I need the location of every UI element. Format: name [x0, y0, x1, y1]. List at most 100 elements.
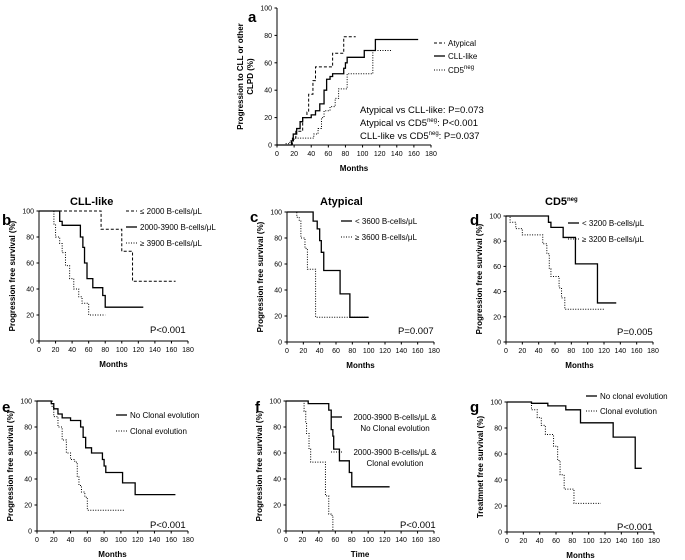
x-tick-label: 20 [299, 348, 307, 355]
x-tick-label: 100 [582, 348, 594, 355]
panel-title: CLL-like [70, 196, 113, 208]
x-axis-label: Months [346, 361, 375, 370]
y-tick-label: 20 [273, 503, 281, 510]
y-axis-label: Treatmnet free survival (%) [476, 416, 485, 519]
x-tick-label: 40 [307, 151, 315, 158]
y-tick-label: 0 [268, 143, 272, 150]
x-tick-label: 160 [412, 348, 424, 355]
y-axis-label: CLPD (%) [246, 58, 255, 95]
y-tick-label: 100 [22, 209, 34, 216]
x-tick-label: 40 [536, 538, 544, 545]
y-tick-label: 20 [494, 504, 502, 511]
x-tick-label: 160 [408, 151, 420, 158]
y-axis-label: Progression free survival (%) [256, 221, 265, 332]
x-tick-label: 180 [647, 348, 659, 355]
x-tick-label: 120 [379, 537, 391, 544]
legend-label: No Clonal evolution [130, 411, 199, 420]
x-tick-label: 160 [165, 537, 177, 544]
panel-letter: a [248, 9, 257, 26]
legend-label: No Clonal evolution [360, 424, 429, 433]
series-0-curve [37, 400, 176, 496]
p-value-annotation: P=0.005 [617, 327, 653, 338]
x-tick-label: 180 [425, 151, 437, 158]
y-tick-label: 60 [274, 262, 282, 269]
series-0-curve [286, 400, 390, 488]
x-tick-label: 60 [85, 347, 93, 354]
y-axis-label: Progression to CLL or other [236, 23, 245, 130]
panel-letter: d [470, 212, 479, 229]
series-1-curve [277, 38, 419, 146]
x-tick-label: 180 [182, 537, 194, 544]
panel-title: Atypical [320, 196, 363, 208]
x-tick-label: 180 [428, 348, 440, 355]
y-tick-label: 40 [264, 88, 272, 95]
series-0-curve [506, 215, 617, 304]
x-tick-label: 20 [299, 537, 307, 544]
x-tick-label: 0 [275, 151, 279, 158]
x-tick-label: 40 [68, 347, 76, 354]
legend-label: CD5neg [448, 65, 474, 75]
panel-letter: c [250, 209, 258, 226]
p-value-annotation: P<0.001 [617, 522, 653, 533]
x-tick-label: 20 [518, 348, 526, 355]
series-1-curve [507, 401, 601, 504]
y-axis-label: Progression free survival (%) [6, 410, 15, 521]
x-tick-label: 140 [395, 348, 407, 355]
y-axis-label: Progression free survival (%) [475, 223, 484, 334]
y-tick-label: 40 [24, 477, 32, 484]
x-tick-label: 180 [648, 538, 660, 545]
x-axis-label: Months [566, 551, 595, 560]
x-axis-label: Time [351, 550, 370, 559]
x-tick-label: 0 [284, 537, 288, 544]
series-1-curve [39, 210, 144, 308]
x-tick-label: 100 [362, 537, 374, 544]
p-value-annotation: P<0.001 [150, 520, 186, 531]
legend-label: Clonal evolution [367, 459, 424, 468]
panel-a: a 0 20 40 60 80 100 120 140 160 180 0 20 40 60 80 100 Mon… [236, 6, 484, 174]
x-tick-label: 40 [315, 537, 323, 544]
y-tick-label: 20 [493, 314, 501, 321]
y-tick-label: 0 [498, 530, 502, 537]
x-tick-label: 180 [428, 537, 440, 544]
series-2-curve [39, 210, 106, 316]
x-tick-label: 180 [182, 347, 194, 354]
y-tick-label: 40 [26, 287, 34, 294]
panel-b: b CLL-like 0 20 40 60 80 100 120 140 160 180 0 20 40 60… [2, 196, 216, 369]
y-tick-label: 20 [264, 115, 272, 122]
y-tick-label: 80 [274, 236, 282, 243]
p-value-annotation: P<0.001 [150, 325, 186, 336]
series-0-curve [277, 36, 356, 146]
y-tick-label: 80 [24, 425, 32, 432]
y-tick-label: 80 [26, 235, 34, 242]
y-tick-label: 80 [493, 239, 501, 246]
x-tick-label: 80 [342, 151, 350, 158]
x-tick-label: 0 [35, 537, 39, 544]
legend-label: CLL-like [448, 52, 478, 61]
x-tick-label: 40 [535, 348, 543, 355]
x-tick-label: 80 [101, 347, 109, 354]
x-tick-label: 80 [568, 538, 576, 545]
x-tick-label: 0 [505, 538, 509, 545]
y-tick-label: 20 [24, 503, 32, 510]
x-tick-label: 60 [332, 348, 340, 355]
y-tick-label: 40 [273, 477, 281, 484]
x-tick-label: 140 [395, 537, 407, 544]
p-value-annotation: Atypical vs CLL-like: P=0.073 [360, 105, 484, 116]
x-axis-label: Months [99, 360, 128, 369]
x-tick-label: 120 [374, 151, 386, 158]
x-axis-label: Months [340, 164, 369, 173]
x-tick-label: 0 [285, 348, 289, 355]
panel-letter: e [2, 399, 10, 416]
x-tick-label: 80 [348, 537, 356, 544]
series-1-curve [37, 400, 126, 511]
x-tick-label: 40 [67, 537, 75, 544]
x-tick-label: 120 [132, 537, 144, 544]
x-tick-label: 140 [149, 537, 161, 544]
panel-letter: b [2, 212, 11, 229]
series-2-curve [277, 49, 393, 146]
y-tick-label: 100 [20, 399, 32, 406]
panel-e: e 0 20 40 60 80 100 120 140 160 180 0 20 40 60 80 100 Mon… [2, 399, 199, 560]
panel-letter: f [255, 399, 261, 416]
series-1-curve [506, 215, 604, 310]
y-tick-label: 80 [264, 33, 272, 40]
